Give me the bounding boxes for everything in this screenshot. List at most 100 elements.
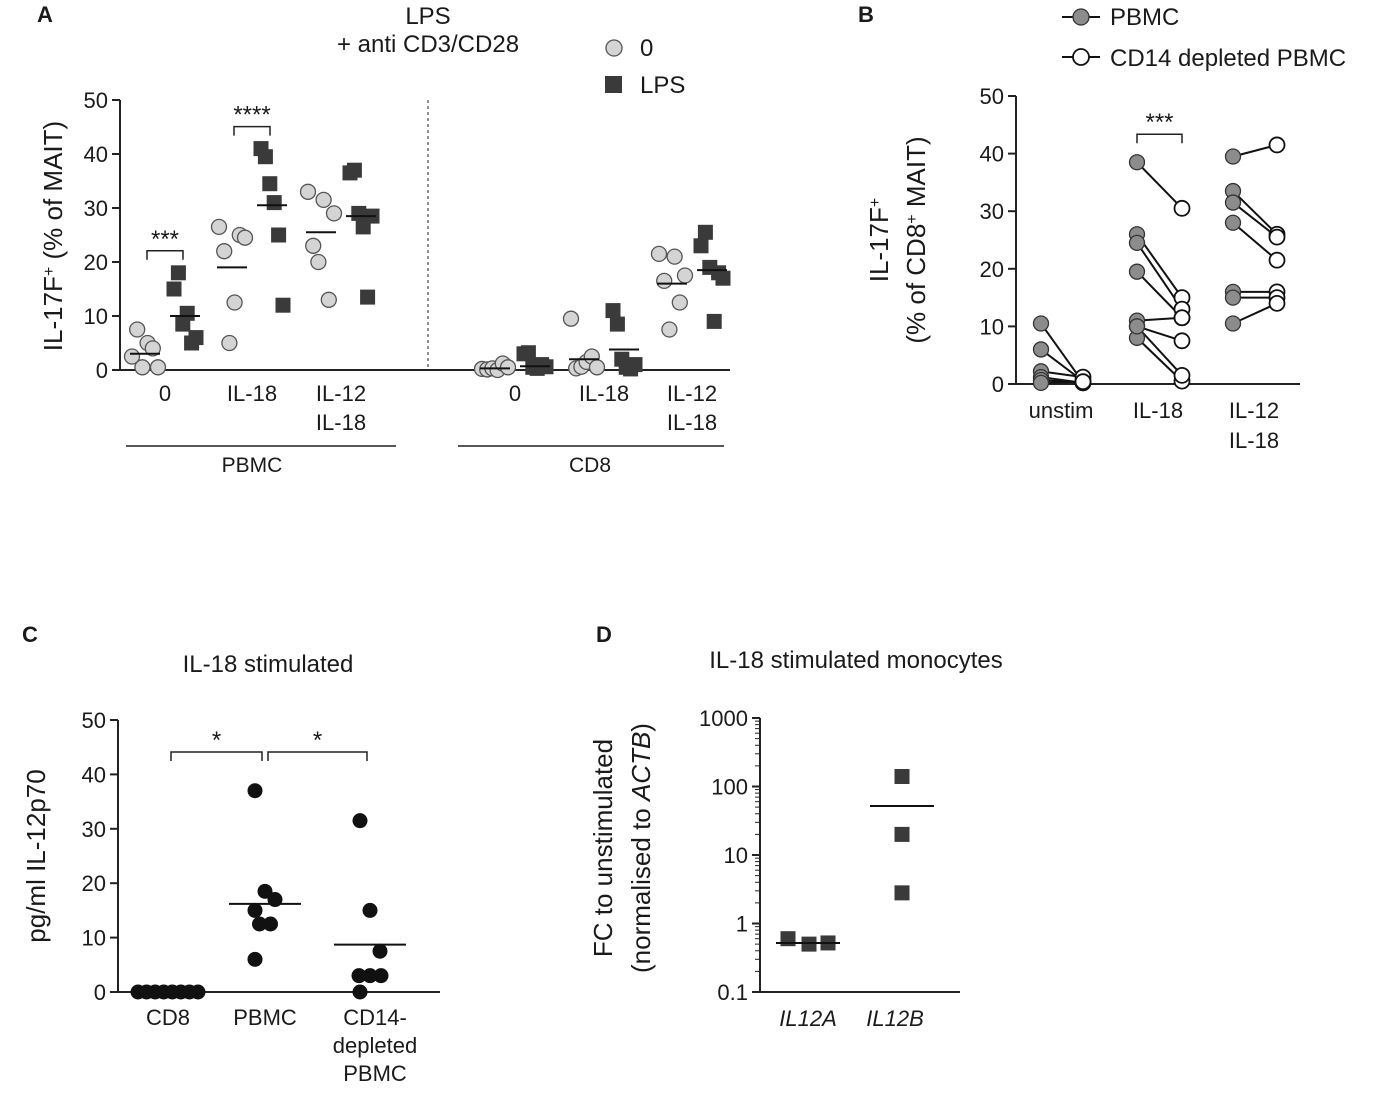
- panel-c-cat-label: CD14-: [343, 1005, 407, 1030]
- data-point-0: [666, 248, 683, 265]
- panel-a-group-cd8: CD8: [569, 454, 611, 477]
- panel-c-significance-bracket: [267, 751, 368, 761]
- data-point-pbmc: [1224, 214, 1242, 231]
- data-point: [257, 883, 273, 899]
- data-point-pbmc: [1128, 263, 1146, 280]
- data-point-0: [149, 359, 167, 376]
- legend-marker-filled-circle: [1072, 8, 1090, 26]
- panel-c-y-tick-label: 50: [82, 708, 106, 733]
- panel-d: D IL-18 stimulated monocytes 0.1 1 10 100 10…: [588, 622, 1003, 1031]
- panel-b-legend: PBMC CD14 depleted PBMC: [1062, 4, 1346, 72]
- data-point: [252, 916, 267, 932]
- pair-line: [1232, 221, 1278, 261]
- panel-a-y-tick-label: 20: [84, 250, 108, 275]
- data-point: [352, 984, 368, 1000]
- panel-a-cat-label: IL-18: [579, 381, 629, 406]
- data-point: [247, 783, 263, 799]
- panel-c-cat-label: PBMC: [233, 1005, 297, 1030]
- data-point-lps: [346, 162, 362, 178]
- panel-b-legend-1: CD14 depleted PBMC: [1110, 45, 1346, 72]
- panel-a-y-tick-label: 30: [84, 196, 108, 221]
- panel-c-significance-label: *: [212, 727, 221, 754]
- data-point-lps: [520, 345, 536, 361]
- legend-marker-circle: [605, 39, 623, 57]
- panel-a-y-label: IL-17F+ (% of MAIT): [38, 121, 68, 351]
- panel-b-y-axis: 0 10 20 30 40 50: [980, 84, 1017, 397]
- data-point-0: [221, 334, 238, 352]
- panel-a-cat-label: IL-18: [227, 381, 277, 406]
- data-point-0: [134, 359, 151, 376]
- data-point-lps: [275, 297, 291, 313]
- panel-d-y-tick-label: 10: [724, 843, 748, 868]
- data-point-lps: [609, 316, 625, 332]
- data-point-cd14-depleted: [1268, 251, 1286, 269]
- data-point-0: [588, 359, 606, 376]
- panel-c-y-tick-label: 30: [82, 817, 106, 842]
- data-point-pbmc: [1224, 315, 1242, 332]
- panel-b-cat-label: IL-18: [1229, 428, 1279, 453]
- data-point-lps: [266, 195, 282, 211]
- panel-a-cat-label: IL-18: [667, 410, 717, 435]
- data-point-lps: [706, 313, 722, 329]
- data-point-0: [671, 294, 688, 311]
- data-point-0: [676, 267, 694, 284]
- panel-b-data: ***: [1032, 109, 1286, 392]
- panel-b-y-tick-label: 50: [980, 84, 1004, 109]
- data-point-0: [305, 237, 322, 254]
- panel-d-y-tick-label: 100: [711, 775, 748, 800]
- panel-b-y-label-line2: (% of CD8+ MAIT): [901, 136, 931, 343]
- data-point-cd14-depleted: [1173, 366, 1191, 384]
- data-point-cd14-depleted: [1074, 373, 1092, 391]
- panel-a-cat-label: IL-18: [316, 410, 366, 435]
- data-point-cd14-depleted: [1173, 332, 1191, 350]
- panel-a-cat-label: IL-12: [667, 381, 717, 406]
- panel-b-significance-label: ***: [1145, 109, 1173, 136]
- data-point: [894, 768, 910, 784]
- data-point-lps: [715, 270, 731, 286]
- panel-b: B PBMC CD14 depleted PBMC 0 10 20 30 40 50 IL…: [858, 2, 1346, 453]
- panel-b-letter: B: [858, 2, 874, 27]
- panel-d-y-tick-label: 1: [736, 912, 748, 937]
- pair-line: [1136, 325, 1183, 377]
- data-point-pbmc: [1224, 194, 1242, 211]
- data-point-lps: [693, 238, 709, 254]
- data-point-0: [129, 321, 146, 338]
- panel-a: A LPS + anti CD3/CD28 0 LPS 01020304050 …: [37, 2, 731, 477]
- data-point-0: [325, 205, 343, 222]
- panel-c-significance-label: *: [313, 727, 322, 754]
- data-point: [373, 968, 389, 984]
- pair-line: [1136, 161, 1183, 210]
- panel-b-cat-label: IL-18: [1133, 398, 1183, 423]
- panel-a-legend-1: LPS: [640, 72, 685, 99]
- data-point-cd14-depleted: [1173, 199, 1191, 217]
- panel-a-y-tick-label: 40: [84, 142, 108, 167]
- panel-b-y-tick-label: 30: [980, 199, 1004, 224]
- panel-a-letter: A: [37, 2, 53, 27]
- data-point-0: [210, 218, 228, 236]
- data-point-0: [216, 243, 233, 260]
- data-point-lps: [360, 289, 376, 305]
- data-point-0: [661, 321, 678, 338]
- panel-a-y-tick-label: 10: [84, 304, 108, 329]
- data-point: [372, 943, 388, 959]
- data-point-lps: [627, 357, 643, 373]
- data-point: [362, 902, 378, 918]
- panel-c-cat-label: PBMC: [343, 1061, 407, 1086]
- panel-c-y-tick-label: 0: [94, 980, 106, 1005]
- panel-a-header-line2: + anti CD3/CD28: [337, 31, 519, 58]
- panel-d-y-tick-label: 1000: [699, 706, 748, 731]
- data-point: [352, 813, 368, 829]
- panel-c: C IL-18 stimulated 0 10 20 30 40 50 pg/ml IL-…: [21, 622, 440, 1086]
- panel-d-y-axis: 0.1 1 10 100 1000: [699, 706, 761, 1005]
- data-point: [362, 968, 378, 984]
- panel-a-group-pbmc: PBMC: [222, 454, 283, 477]
- data-point-0: [650, 245, 668, 263]
- panel-b-significance-bracket: [1136, 133, 1183, 144]
- panel-d-cat-label: IL12B: [866, 1006, 924, 1031]
- data-point: [894, 885, 910, 901]
- panel-c-cat-label: CD8: [146, 1005, 190, 1030]
- data-point-pbmc: [1128, 154, 1146, 171]
- panel-c-y-label: pg/ml IL-12p70: [21, 769, 51, 942]
- panel-a-y-axis: 0 10 20 30 40 50: [84, 88, 121, 383]
